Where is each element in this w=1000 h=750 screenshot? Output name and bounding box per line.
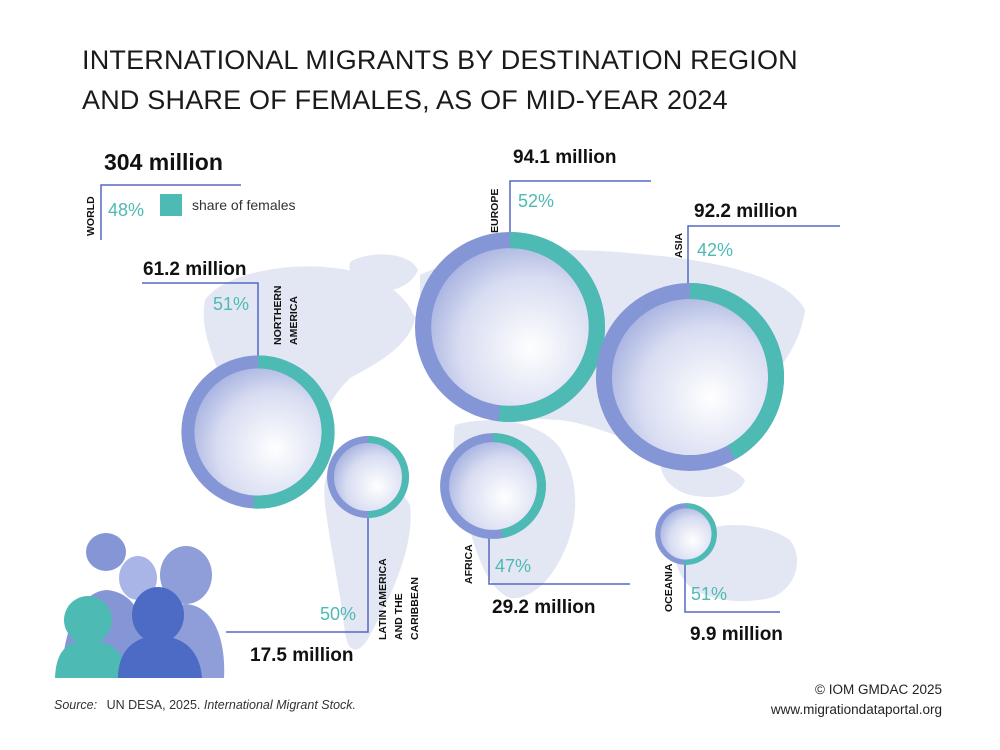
copyright-text: © IOM GMDAC 2025: [815, 682, 942, 697]
chart-title-line2: AND SHARE OF FEMALES, AS OF MID-YEAR 202…: [82, 85, 728, 115]
map-greenland: [349, 254, 418, 292]
region-bubbles: [181, 231, 785, 565]
total-label-oceania: 9.9 million: [690, 624, 783, 645]
total-label-latin-america: 17.5 million: [250, 645, 353, 666]
female-share-label-europe: 52%: [518, 191, 554, 211]
region-label-northern-america-line1: NORTHERN: [272, 286, 284, 346]
source-note: Source: UN DESA, 2025. International Mig…: [54, 698, 356, 712]
credit: © IOM GMDAC 2025 www.migrationdataportal…: [771, 680, 942, 720]
legend: share of females: [160, 194, 296, 216]
female-share-label-world: 48%: [108, 200, 144, 220]
source-text: UN DESA, 2025.: [106, 698, 201, 712]
region-label-africa: AFRICA: [463, 544, 475, 584]
value-labels: 304 million 48% WORLD 61.2 million 51% N…: [85, 147, 797, 666]
total-label-asia: 92.2 million: [694, 201, 797, 222]
female-share-label-africa: 47%: [495, 556, 531, 576]
female-share-arc-asia: [689, 282, 785, 460]
guide-lines: [100, 180, 840, 633]
female-share-arc-oceania: [684, 503, 717, 565]
chart-title: INTERNATIONAL MIGRANTS BY DESTINATION RE…: [82, 40, 842, 120]
female-share-arc-northern-america: [253, 355, 335, 509]
female-share-label-asia: 42%: [697, 240, 733, 260]
female-share-label-latin-america: 50%: [320, 604, 356, 624]
female-share-arc-africa: [492, 433, 546, 538]
total-label-africa: 29.2 million: [492, 597, 595, 618]
female-share-label-oceania: 51%: [691, 584, 727, 604]
guide-line-asia: [687, 225, 840, 284]
total-label-europe: 94.1 million: [513, 147, 616, 168]
total-label-northern-america: 61.2 million: [143, 259, 246, 280]
region-label-oceania: OCEANIA: [663, 563, 675, 612]
total-label-world: 304 million: [104, 149, 223, 175]
region-label-latin-america-line1: LATIN AMERICA: [377, 558, 389, 640]
guide-line-northern-america: [142, 282, 259, 370]
legend-label-share-of-females: share of females: [192, 197, 296, 213]
chart-title-line1: INTERNATIONAL MIGRANTS BY DESTINATION RE…: [82, 45, 798, 75]
website-link[interactable]: www.migrationdataportal.org: [770, 702, 942, 717]
guide-line-africa: [488, 520, 630, 585]
female-share-label-northern-america: 51%: [213, 294, 249, 314]
legend-swatch-share-of-females: [160, 194, 182, 216]
women-silhouettes-illustration: [55, 533, 225, 678]
region-label-world: WORLD: [85, 196, 97, 236]
guide-line-world: [100, 184, 241, 240]
region-label-europe: EUROPE: [489, 189, 501, 233]
region-label-latin-america-line2: AND THE: [393, 593, 405, 640]
female-share-arc-latin-america-and-the-caribbean: [367, 436, 409, 518]
source-publication: International Migrant Stock.: [203, 698, 357, 712]
region-label-asia: ASIA: [673, 232, 685, 258]
guide-line-latin-america: [226, 500, 369, 633]
source-label: Source:: [54, 698, 98, 712]
guide-line-europe: [509, 180, 651, 236]
region-label-latin-america-line3: CARIBBEAN: [409, 577, 421, 640]
guide-line-oceania: [684, 548, 780, 613]
region-label-northern-america-line2: AMERICA: [288, 296, 300, 345]
female-share-arc-europe: [498, 232, 605, 422]
